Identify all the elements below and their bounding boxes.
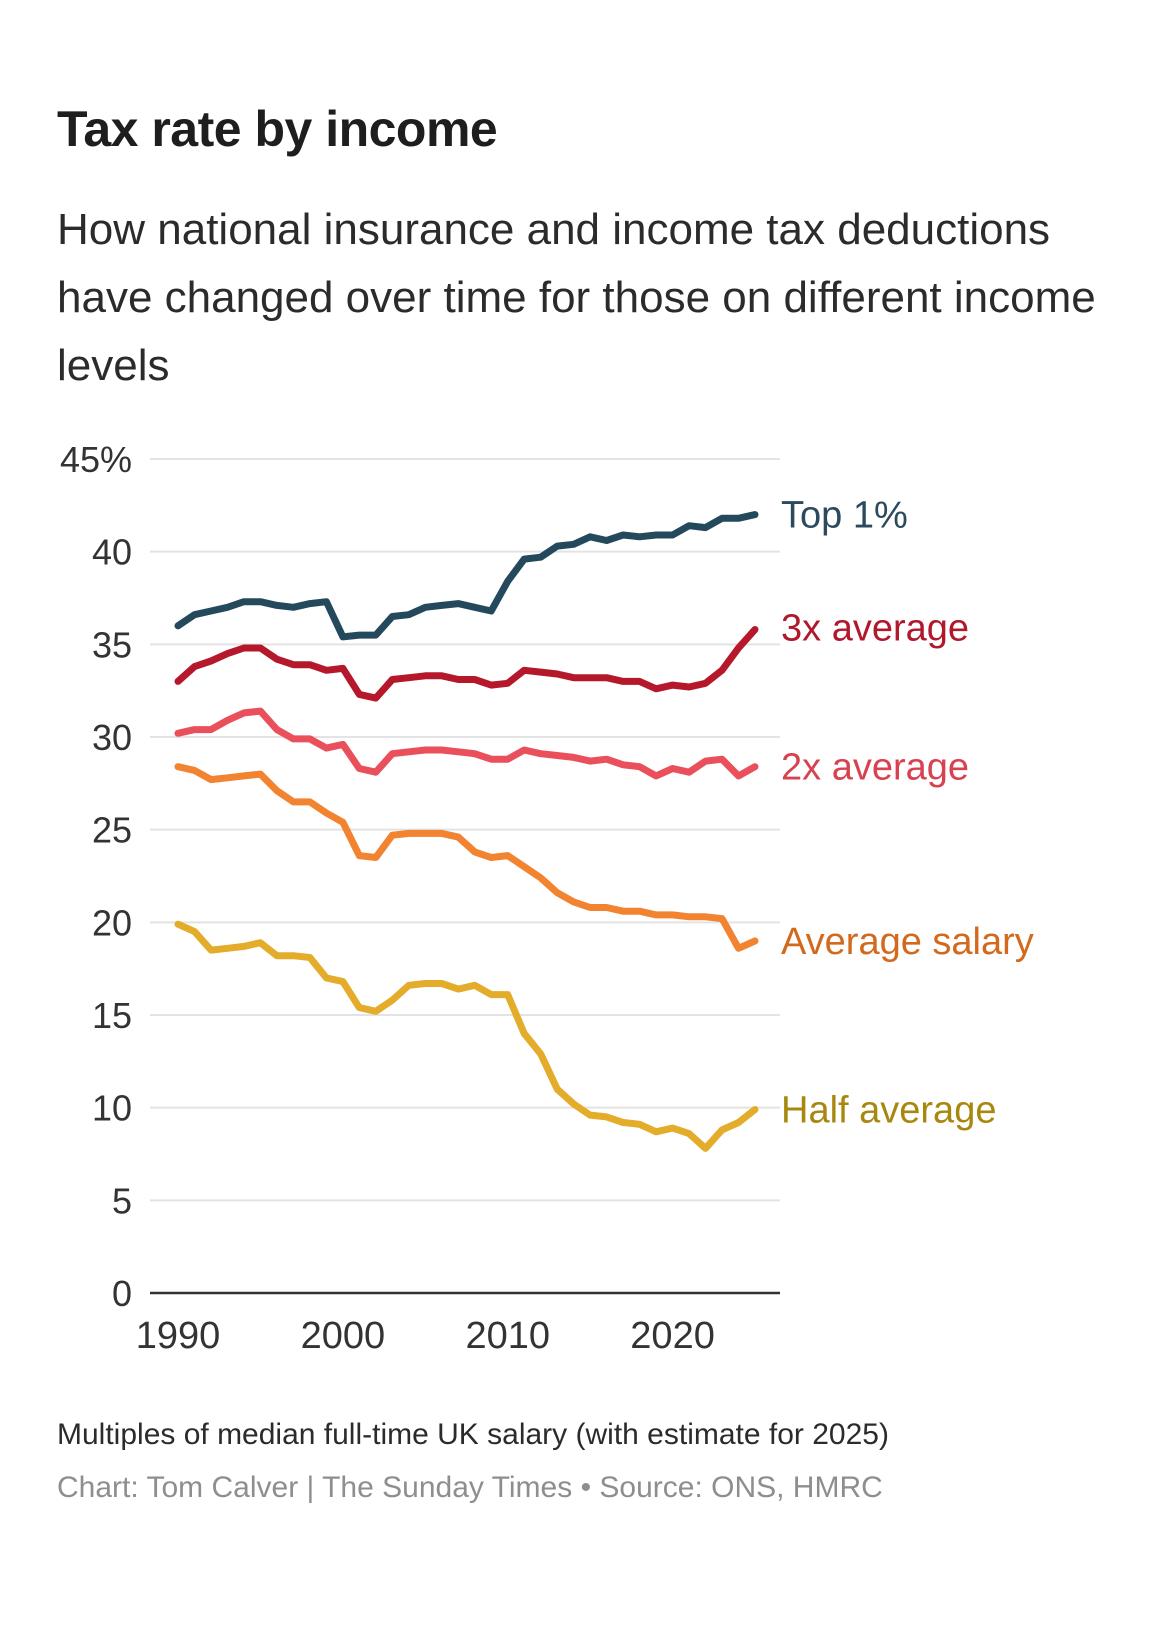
series-line-2x-average xyxy=(174,707,759,780)
series-lines xyxy=(174,511,759,1152)
series-line-average-salary xyxy=(174,763,759,952)
x-tick-label: 2000 xyxy=(301,1315,386,1357)
series-label: Half average xyxy=(781,1090,996,1132)
y-tick-label: 40 xyxy=(92,532,132,573)
y-tick-label: 0 xyxy=(112,1273,132,1314)
line-chart: 0 5 10 15 20 25 30 35 40 45% 1990 2000 2010 2020 Top… xyxy=(60,439,1034,1357)
y-tick-label: 30 xyxy=(92,717,132,758)
y-tick-label: 5 xyxy=(112,1180,132,1221)
y-tick-label: 35 xyxy=(92,624,132,665)
chart-subtitle: How national insurance and income tax de… xyxy=(57,205,1096,390)
x-tick-label: 2020 xyxy=(630,1315,715,1357)
series-label: 3x average xyxy=(781,608,969,650)
series-line-half-average xyxy=(174,920,759,1152)
chart-title: Tax rate by income xyxy=(57,101,498,157)
y-axis-ticks: 0 5 10 15 20 25 30 35 40 45% xyxy=(60,439,132,1314)
y-tick-label: 45% xyxy=(60,439,132,480)
y-tick-label: 15 xyxy=(92,995,132,1036)
series-line-3x-average xyxy=(174,626,759,702)
series-label: Average salary xyxy=(781,921,1034,963)
x-tick-label: 2010 xyxy=(465,1315,550,1357)
chart-note: Multiples of median full-time UK salary … xyxy=(57,1418,889,1451)
gridlines xyxy=(150,458,780,1295)
series-label: 2x average xyxy=(781,747,969,789)
x-tick-label: 1990 xyxy=(136,1315,221,1357)
y-tick-label: 20 xyxy=(92,902,132,943)
series-label: Top 1% xyxy=(781,495,908,537)
series-labels: Top 1% 3x average 2x average Average salary… xyxy=(781,495,1034,1132)
y-tick-label: 25 xyxy=(92,810,132,851)
chart-credit: Chart: Tom Calver | The Sunday Times • S… xyxy=(57,1471,883,1504)
x-axis-ticks: 1990 2000 2010 2020 xyxy=(136,1315,715,1357)
series-line-top-1 xyxy=(174,511,759,641)
y-tick-label: 10 xyxy=(92,1088,132,1129)
